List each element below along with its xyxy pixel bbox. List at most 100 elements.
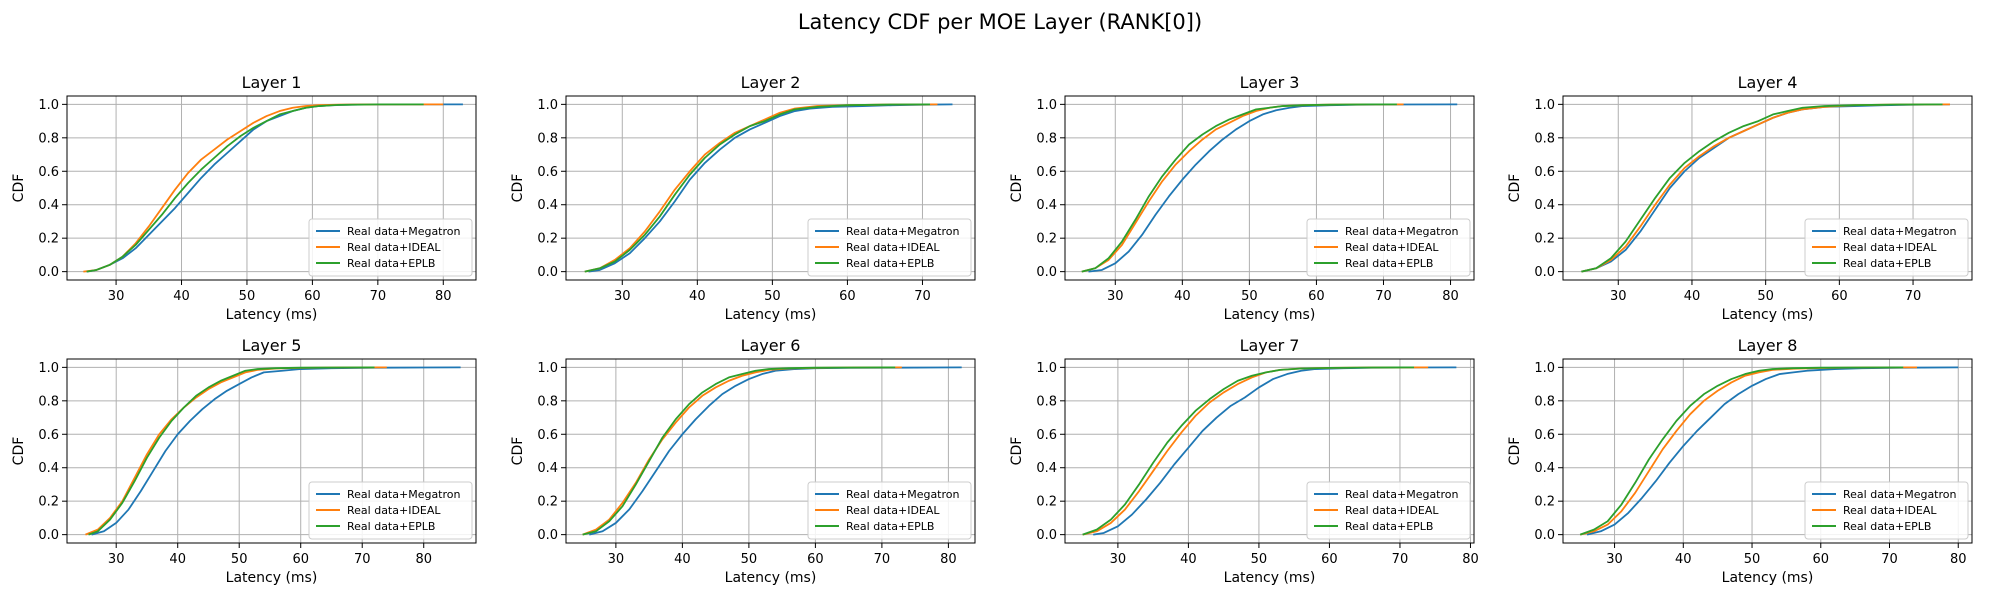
y-tick-label: 0.8 — [1534, 131, 1555, 146]
x-tick-label: 50 — [1757, 289, 1774, 304]
y-tick-label: 1.0 — [1036, 361, 1057, 376]
legend: Real data+Megatron Real data+IDEAL Real da… — [1306, 481, 1471, 540]
legend-box — [308, 218, 473, 277]
legend-label: Real data+Megatron — [846, 225, 960, 238]
x-tick-label: 70 — [874, 552, 891, 567]
y-tick-label: 0.2 — [1534, 232, 1555, 247]
y-tick-label: 0.6 — [38, 428, 59, 443]
x-tick-label: 50 — [239, 289, 256, 304]
y-tick-label: 0.8 — [1036, 394, 1057, 409]
x-axis-label: Latency (ms) — [725, 307, 817, 323]
x-tick-label: 40 — [1174, 289, 1191, 304]
legend-label: Real data+EPLB — [1843, 520, 1931, 533]
x-tick-label: 50 — [764, 289, 781, 304]
legend-label: Real data+EPLB — [1345, 257, 1433, 270]
legend-label: Real data+EPLB — [846, 520, 934, 533]
subplot-title: Layer 6 — [741, 336, 801, 355]
x-tick-label: 60 — [292, 552, 309, 567]
x-tick-label: 30 — [614, 289, 631, 304]
y-tick-label: 1.0 — [1534, 361, 1555, 376]
subplot-layer-2: Layer 2 30 40 50 60 70 0.0 0.2 0.4 0.6 0.8 1.0 Laten… — [510, 73, 976, 323]
y-tick-label: 0.6 — [537, 165, 558, 180]
x-tick-label: 40 — [1675, 552, 1692, 567]
x-tick-label: 30 — [1606, 552, 1623, 567]
y-tick-label: 0.0 — [537, 265, 558, 280]
x-tick-label: 60 — [1831, 289, 1848, 304]
x-tick-label: 70 — [1375, 289, 1392, 304]
subplot-title: Layer 8 — [1738, 336, 1798, 355]
y-tick-label: 0.4 — [38, 198, 59, 213]
y-tick-label: 0.4 — [1534, 461, 1555, 476]
x-axis-label: Latency (ms) — [226, 307, 318, 323]
series-line-real-data-eplb — [88, 366, 375, 536]
y-tick-label: 0.8 — [537, 394, 558, 409]
x-tick-label: 60 — [1812, 552, 1829, 567]
legend: Real data+Megatron Real data+IDEAL Real da… — [308, 218, 473, 277]
y-tick-label: 0.6 — [1534, 165, 1555, 180]
x-tick-label: 50 — [1251, 552, 1268, 567]
subplot-layer-4: Layer 4 30 40 50 60 70 0.0 0.2 0.4 0.6 0.8 1.0 Laten… — [1507, 73, 1973, 323]
x-tick-label: 70 — [1392, 552, 1409, 567]
x-tick-label: 40 — [674, 552, 691, 567]
legend-label: Real data+IDEAL — [1843, 504, 1937, 517]
y-tick-label: 0.4 — [1534, 198, 1555, 213]
subplot-title: Layer 3 — [1240, 73, 1300, 92]
legend: Real data+Megatron Real data+IDEAL Real da… — [308, 481, 473, 540]
x-tick-label: 40 — [1180, 552, 1197, 567]
x-tick-label: 70 — [370, 289, 387, 304]
axes-frame — [1064, 95, 1475, 281]
subplot-title: Layer 2 — [741, 73, 801, 92]
x-axis-label: Latency (ms) — [1224, 307, 1316, 323]
x-tick-label: 70 — [1905, 289, 1922, 304]
x-tick-label: 50 — [1241, 289, 1258, 304]
axes-frame — [66, 358, 477, 544]
x-tick-label: 30 — [1610, 289, 1627, 304]
x-tick-label: 30 — [108, 552, 125, 567]
legend-label: Real data+IDEAL — [846, 241, 940, 254]
legend-label: Real data+Megatron — [1345, 488, 1459, 501]
subplot-title: Layer 1 — [242, 73, 302, 92]
subplot-layer-6: Layer 6 30 40 50 60 70 80 0.0 0.2 0.4 0.6 0.8 1.0 Lat… — [510, 336, 976, 586]
series-line-real-data-eplb — [1581, 103, 1943, 273]
legend: Real data+Megatron Real data+IDEAL Real da… — [1804, 481, 1969, 540]
series-line-real-data-eplb — [1081, 103, 1397, 273]
x-tick-label: 70 — [354, 552, 371, 567]
y-tick-label: 1.0 — [38, 361, 59, 376]
y-axis-label: CDF — [11, 174, 27, 203]
x-tick-label: 30 — [108, 289, 125, 304]
subplot-title: Layer 4 — [1738, 73, 1798, 92]
y-tick-label: 0.0 — [38, 265, 59, 280]
x-tick-label: 80 — [940, 552, 957, 567]
subplot-layer-7: Layer 7 30 40 50 60 70 80 0.0 0.2 0.4 0.6 0.8 1.0 Lat… — [1009, 336, 1479, 586]
y-tick-label: 0.6 — [1036, 428, 1057, 443]
x-tick-label: 80 — [435, 289, 452, 304]
legend-label: Real data+Megatron — [1345, 225, 1459, 238]
axes-frame — [565, 358, 976, 544]
y-tick-label: 0.0 — [1534, 265, 1555, 280]
x-axis-label: Latency (ms) — [1722, 570, 1814, 586]
y-tick-label: 0.8 — [537, 131, 558, 146]
legend-label: Real data+IDEAL — [1843, 241, 1937, 254]
x-tick-label: 80 — [1950, 552, 1967, 567]
axes-frame — [1064, 358, 1475, 544]
legend-label: Real data+IDEAL — [1345, 241, 1439, 254]
legend-label: Real data+EPLB — [846, 257, 934, 270]
legend: Real data+Megatron Real data+IDEAL Real da… — [807, 218, 972, 277]
axes-frame — [565, 95, 976, 281]
legend: Real data+Megatron Real data+IDEAL Real da… — [1306, 218, 1471, 277]
legend-box — [1804, 218, 1969, 277]
y-axis-label: CDF — [1507, 174, 1523, 203]
legend-label: Real data+IDEAL — [1345, 504, 1439, 517]
axes-frame — [1562, 358, 1973, 544]
y-tick-label: 0.8 — [1534, 394, 1555, 409]
y-axis-label: CDF — [510, 174, 526, 203]
subplot-title: Layer 5 — [242, 336, 302, 355]
y-tick-label: 0.2 — [38, 232, 59, 247]
legend-label: Real data+EPLB — [347, 257, 435, 270]
figure-title: Latency CDF per MOE Layer (RANK[0]) — [798, 10, 1202, 34]
series-line-real-data-megatron — [1586, 366, 1959, 536]
y-tick-label: 0.6 — [537, 428, 558, 443]
series-line-real-data-megatron — [588, 103, 953, 273]
y-tick-label: 0.0 — [1534, 528, 1555, 543]
